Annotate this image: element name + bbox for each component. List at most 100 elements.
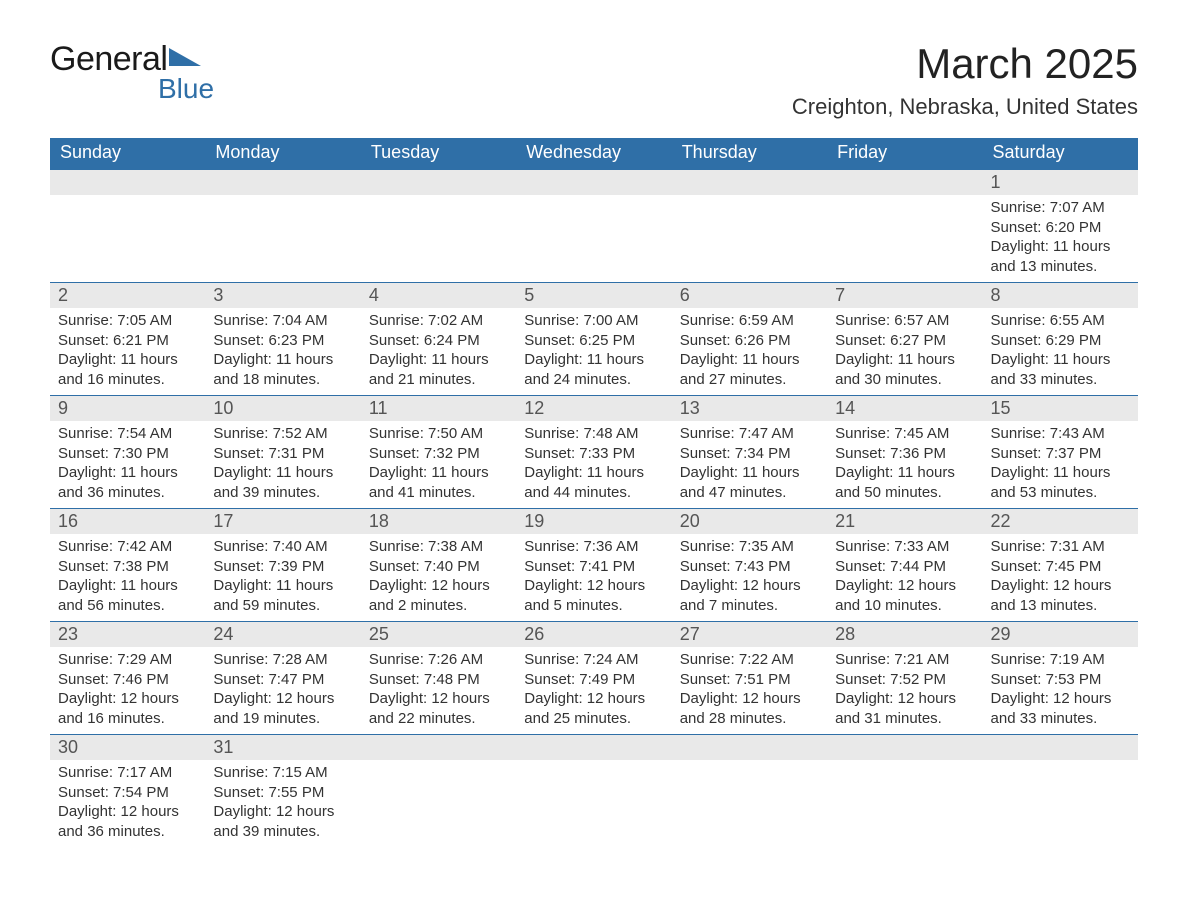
day-number: 4	[361, 283, 516, 308]
daylight-text-1: Daylight: 11 hours	[213, 350, 352, 370]
daylight-text-1: Daylight: 11 hours	[58, 576, 197, 596]
day-number: 23	[50, 622, 205, 647]
day-data: Sunrise: 7:50 AMSunset: 7:32 PMDaylight:…	[361, 421, 516, 508]
calendar-day-cell: 24Sunrise: 7:28 AMSunset: 7:47 PMDayligh…	[205, 622, 360, 735]
day-data: Sunrise: 7:26 AMSunset: 7:48 PMDaylight:…	[361, 647, 516, 734]
daylight-text-1: Daylight: 12 hours	[991, 576, 1130, 596]
day-data: Sunrise: 7:36 AMSunset: 7:41 PMDaylight:…	[516, 534, 671, 621]
sunset-text: Sunset: 7:30 PM	[58, 444, 197, 464]
sunset-text: Sunset: 6:20 PM	[991, 218, 1130, 238]
daylight-text-2: and 25 minutes.	[524, 709, 663, 729]
daylight-text-1: Daylight: 12 hours	[680, 689, 819, 709]
day-number: 11	[361, 396, 516, 421]
sunrise-text: Sunrise: 7:19 AM	[991, 650, 1130, 670]
day-number: 24	[205, 622, 360, 647]
day-number: 25	[361, 622, 516, 647]
day-of-week-header: Thursday	[672, 138, 827, 170]
day-number: 19	[516, 509, 671, 534]
day-number	[205, 170, 360, 195]
day-data: Sunrise: 7:40 AMSunset: 7:39 PMDaylight:…	[205, 534, 360, 621]
day-number: 31	[205, 735, 360, 760]
daylight-text-1: Daylight: 11 hours	[213, 576, 352, 596]
daylight-text-2: and 41 minutes.	[369, 483, 508, 503]
calendar-day-cell: 6Sunrise: 6:59 AMSunset: 6:26 PMDaylight…	[672, 283, 827, 396]
day-of-week-header: Friday	[827, 138, 982, 170]
day-data: Sunrise: 7:17 AMSunset: 7:54 PMDaylight:…	[50, 760, 205, 847]
day-of-week-header: Wednesday	[516, 138, 671, 170]
sunrise-text: Sunrise: 6:55 AM	[991, 311, 1130, 331]
daylight-text-1: Daylight: 11 hours	[213, 463, 352, 483]
sunrise-text: Sunrise: 6:59 AM	[680, 311, 819, 331]
day-number: 18	[361, 509, 516, 534]
logo-text-blue: Blue	[158, 73, 214, 105]
day-data	[827, 760, 982, 769]
daylight-text-2: and 44 minutes.	[524, 483, 663, 503]
day-data: Sunrise: 7:48 AMSunset: 7:33 PMDaylight:…	[516, 421, 671, 508]
sunset-text: Sunset: 7:44 PM	[835, 557, 974, 577]
daylight-text-2: and 36 minutes.	[58, 483, 197, 503]
day-data: Sunrise: 6:57 AMSunset: 6:27 PMDaylight:…	[827, 308, 982, 395]
sunset-text: Sunset: 7:46 PM	[58, 670, 197, 690]
sunrise-text: Sunrise: 7:15 AM	[213, 763, 352, 783]
daylight-text-2: and 13 minutes.	[991, 596, 1130, 616]
sunrise-text: Sunrise: 7:31 AM	[991, 537, 1130, 557]
day-of-week-row: SundayMondayTuesdayWednesdayThursdayFrid…	[50, 138, 1138, 170]
daylight-text-1: Daylight: 12 hours	[213, 689, 352, 709]
daylight-text-1: Daylight: 11 hours	[369, 463, 508, 483]
day-number: 10	[205, 396, 360, 421]
day-data	[672, 195, 827, 204]
calendar-day-cell: 18Sunrise: 7:38 AMSunset: 7:40 PMDayligh…	[361, 509, 516, 622]
daylight-text-2: and 56 minutes.	[58, 596, 197, 616]
day-data	[983, 760, 1138, 769]
day-number	[983, 735, 1138, 760]
daylight-text-1: Daylight: 12 hours	[58, 689, 197, 709]
day-data	[50, 195, 205, 204]
calendar-day-cell: 12Sunrise: 7:48 AMSunset: 7:33 PMDayligh…	[516, 396, 671, 509]
day-of-week-header: Tuesday	[361, 138, 516, 170]
calendar-week-row: 30Sunrise: 7:17 AMSunset: 7:54 PMDayligh…	[50, 735, 1138, 848]
sunset-text: Sunset: 7:36 PM	[835, 444, 974, 464]
day-data: Sunrise: 7:31 AMSunset: 7:45 PMDaylight:…	[983, 534, 1138, 621]
calendar-day-cell: 1Sunrise: 7:07 AMSunset: 6:20 PMDaylight…	[983, 170, 1138, 283]
daylight-text-1: Daylight: 12 hours	[835, 576, 974, 596]
calendar-day-cell: 21Sunrise: 7:33 AMSunset: 7:44 PMDayligh…	[827, 509, 982, 622]
day-number: 28	[827, 622, 982, 647]
sunset-text: Sunset: 7:40 PM	[369, 557, 508, 577]
daylight-text-1: Daylight: 11 hours	[991, 237, 1130, 257]
sunset-text: Sunset: 6:21 PM	[58, 331, 197, 351]
day-data: Sunrise: 7:38 AMSunset: 7:40 PMDaylight:…	[361, 534, 516, 621]
sunset-text: Sunset: 7:52 PM	[835, 670, 974, 690]
daylight-text-1: Daylight: 12 hours	[680, 576, 819, 596]
day-number	[361, 735, 516, 760]
sunset-text: Sunset: 6:27 PM	[835, 331, 974, 351]
day-number: 22	[983, 509, 1138, 534]
daylight-text-1: Daylight: 11 hours	[524, 463, 663, 483]
calendar-day-cell: 28Sunrise: 7:21 AMSunset: 7:52 PMDayligh…	[827, 622, 982, 735]
day-data	[516, 195, 671, 204]
daylight-text-2: and 31 minutes.	[835, 709, 974, 729]
day-data	[205, 195, 360, 204]
day-number: 5	[516, 283, 671, 308]
day-data: Sunrise: 7:21 AMSunset: 7:52 PMDaylight:…	[827, 647, 982, 734]
calendar-day-cell: 23Sunrise: 7:29 AMSunset: 7:46 PMDayligh…	[50, 622, 205, 735]
sunset-text: Sunset: 7:32 PM	[369, 444, 508, 464]
daylight-text-2: and 27 minutes.	[680, 370, 819, 390]
calendar-day-cell: 25Sunrise: 7:26 AMSunset: 7:48 PMDayligh…	[361, 622, 516, 735]
day-data: Sunrise: 7:02 AMSunset: 6:24 PMDaylight:…	[361, 308, 516, 395]
daylight-text-2: and 13 minutes.	[991, 257, 1130, 277]
daylight-text-1: Daylight: 11 hours	[991, 463, 1130, 483]
sunset-text: Sunset: 7:54 PM	[58, 783, 197, 803]
calendar-day-cell: 19Sunrise: 7:36 AMSunset: 7:41 PMDayligh…	[516, 509, 671, 622]
calendar-week-row: 1Sunrise: 7:07 AMSunset: 6:20 PMDaylight…	[50, 170, 1138, 283]
calendar-day-cell	[672, 735, 827, 848]
calendar-day-cell: 7Sunrise: 6:57 AMSunset: 6:27 PMDaylight…	[827, 283, 982, 396]
daylight-text-1: Daylight: 12 hours	[369, 689, 508, 709]
day-data: Sunrise: 7:54 AMSunset: 7:30 PMDaylight:…	[50, 421, 205, 508]
sunset-text: Sunset: 7:55 PM	[213, 783, 352, 803]
day-number: 12	[516, 396, 671, 421]
logo: General Blue	[50, 40, 214, 105]
daylight-text-1: Daylight: 11 hours	[835, 350, 974, 370]
daylight-text-2: and 33 minutes.	[991, 709, 1130, 729]
day-number	[361, 170, 516, 195]
day-number: 14	[827, 396, 982, 421]
